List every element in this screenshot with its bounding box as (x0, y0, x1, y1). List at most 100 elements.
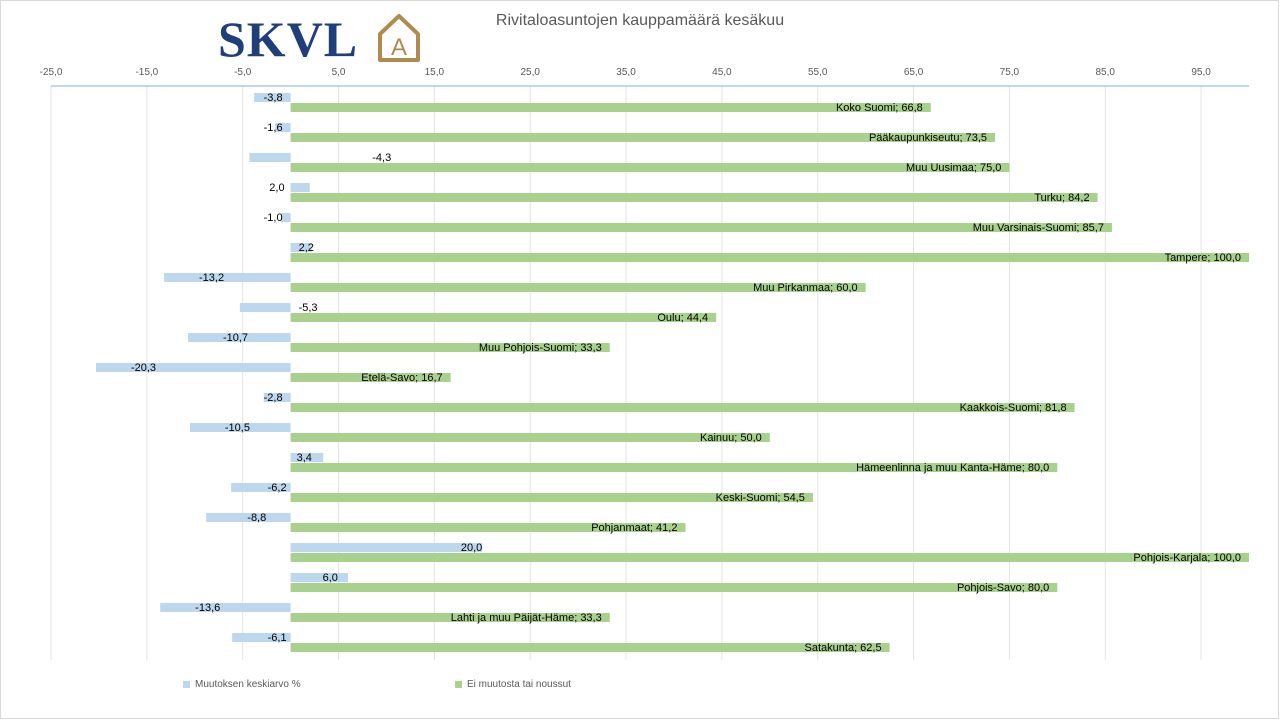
legend-swatch-change (183, 681, 190, 688)
bar-no-change (290, 313, 717, 322)
bar-no-change (290, 283, 866, 292)
data-label-no-change: Etelä-Savo; 16,7 (361, 372, 442, 384)
legend-label-change: Muutoksen keskiarvo % (195, 679, 301, 690)
bar-no-change (290, 613, 610, 622)
x-tick-label: 55,0 (808, 67, 828, 78)
x-tick-label: 45,0 (712, 67, 732, 78)
x-tick-label: 15,0 (425, 67, 445, 78)
data-label-change: -10,7 (223, 332, 248, 344)
logo-text: SKVL (218, 11, 359, 67)
x-tick-label: -25,0 (40, 67, 63, 78)
bar-no-change (290, 163, 1010, 172)
data-label-change: -6,1 (268, 632, 287, 644)
bar-change (263, 393, 291, 402)
bar-change (189, 423, 291, 432)
data-label-change: -13,6 (195, 602, 220, 614)
data-label-change: 3,4 (297, 452, 312, 464)
data-label-no-change: Pääkaupunkiseutu; 73,5 (869, 132, 987, 144)
bar-no-change (290, 433, 770, 442)
data-label-no-change: Lahti ja muu Päijät-Häme; 33,3 (451, 612, 602, 624)
data-label-no-change: Kainuu; 50,0 (700, 432, 762, 444)
bar-change (96, 363, 291, 372)
data-label-no-change: Muu Pohjois-Suomi; 33,3 (479, 342, 602, 354)
x-tick-label: -15,0 (135, 67, 158, 78)
data-label-change: -10,5 (225, 422, 250, 434)
bar-change (206, 513, 291, 522)
x-tick-label: 35,0 (616, 67, 636, 78)
bar-no-change (290, 583, 1058, 592)
chart-title: Rivitaloasuntojen kauppamäärä kesäkuu (495, 12, 785, 29)
data-label-no-change: Pohjois-Karjala; 100,0 (1133, 552, 1241, 564)
x-tick-label: 5,0 (332, 67, 346, 78)
data-label-no-change: Koko Suomi; 66,8 (836, 102, 923, 114)
x-tick-label: 95,0 (1191, 67, 1211, 78)
bar-no-change (290, 133, 996, 142)
bar-change (254, 93, 291, 102)
x-tick-label: 85,0 (1096, 67, 1116, 78)
x-tick-label: -5,0 (234, 67, 252, 78)
data-label-no-change: Keski-Suomi; 54,5 (716, 492, 805, 504)
bar-change (239, 303, 291, 312)
bar-change (249, 153, 291, 162)
x-tick-label: 75,0 (1000, 67, 1020, 78)
bar-change (231, 483, 291, 492)
bar-change (164, 273, 291, 282)
bar-change (160, 603, 291, 612)
data-label-no-change: Oulu; 44,4 (657, 312, 708, 324)
bar-change (188, 333, 291, 342)
bar-change (290, 183, 310, 192)
data-label-no-change: Pohjanmaat; 41,2 (591, 522, 677, 534)
data-label-no-change: Muu Varsinais-Suomi; 85,7 (973, 222, 1104, 234)
legend-item-change: Muutoksen keskiarvo % (183, 679, 301, 690)
data-label-change: -20,3 (131, 362, 156, 374)
data-label-change: -6,2 (268, 482, 287, 494)
bar-no-change (290, 253, 1250, 262)
bar-no-change (290, 523, 686, 532)
data-label-no-change: Satakunta; 62,5 (805, 642, 882, 654)
data-label-no-change: Pohjois-Savo; 80,0 (957, 582, 1049, 594)
bar-change (281, 213, 291, 222)
bar-no-change (290, 343, 610, 352)
data-label-change: 2,0 (269, 182, 284, 194)
house-logo-icon: A (378, 14, 420, 62)
data-label-change: -13,2 (199, 272, 224, 284)
bar-no-change (290, 403, 1075, 412)
data-label-no-change: Muu Uusimaa; 75,0 (906, 162, 1001, 174)
data-label-change: -1,0 (264, 212, 283, 224)
data-label-no-change: Tampere; 100,0 (1165, 252, 1241, 264)
data-label-change: -3,8 (264, 92, 283, 104)
bar-no-change (290, 553, 1250, 562)
data-label-change: 6,0 (323, 572, 338, 584)
data-label-no-change: Hämeenlinna ja muu Kanta-Häme; 80,0 (856, 462, 1049, 474)
data-label-change: -1,6 (264, 122, 283, 134)
bar-change (290, 243, 312, 252)
data-label-change: -5,3 (299, 302, 318, 314)
data-label-change: 2,2 (299, 242, 314, 254)
bar-no-change (290, 373, 451, 382)
x-tick-label: 65,0 (904, 67, 924, 78)
bar-no-change (290, 493, 813, 502)
bar-change (275, 123, 291, 132)
bar-change (290, 543, 483, 552)
data-label-change: -4,3 (372, 152, 391, 164)
bar-change (232, 633, 291, 642)
legend-label-no-change: Ei muutosta tai noussut (467, 679, 571, 690)
bar-no-change (290, 193, 1098, 202)
data-label-change: -8,8 (247, 512, 266, 524)
bar-no-change (290, 463, 1058, 472)
x-tick-label: 25,0 (520, 67, 540, 78)
bar-change (290, 453, 324, 462)
data-label-no-change: Muu Pirkanmaa; 60,0 (753, 282, 858, 294)
data-label-no-change: Kaakkois-Suomi; 81,8 (960, 402, 1067, 414)
legend-item-no-change: Ei muutosta tai noussut (455, 679, 571, 690)
data-label-no-change: Turku; 84,2 (1034, 192, 1089, 204)
data-label-change: 20,0 (461, 542, 482, 554)
data-label-change: -2,8 (264, 392, 283, 404)
svg-text:A: A (391, 34, 407, 61)
bar-change (290, 573, 349, 582)
legend-swatch-no-change (455, 681, 462, 688)
bar-no-change (290, 103, 931, 112)
bar-no-change (290, 643, 890, 652)
